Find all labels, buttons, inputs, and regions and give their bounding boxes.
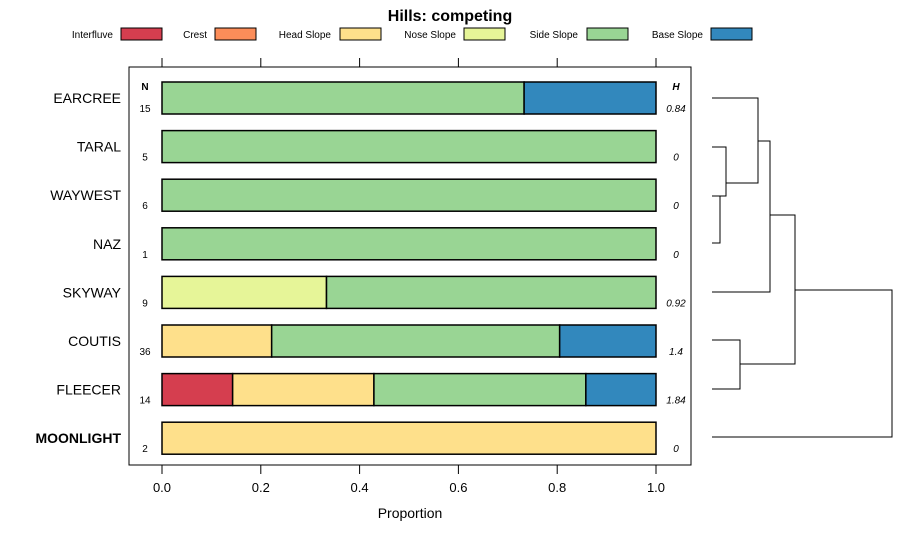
x-tick-label: 0.2 <box>252 480 270 495</box>
x-tick-label: 0.6 <box>449 480 467 495</box>
row-label-coutis: COUTIS <box>68 333 121 349</box>
n-value-fleecer: 14 <box>139 396 151 407</box>
n-value-naz: 1 <box>142 250 148 261</box>
row-label-naz: NAZ <box>93 236 121 252</box>
bar-skyway-nose-slope <box>161 275 328 310</box>
h-value-earcree: 0.84 <box>666 104 686 115</box>
legend-swatch-head-slope <box>339 27 382 41</box>
bar-coutis-head-slope <box>161 324 273 358</box>
bar-earcree-base-slope <box>523 81 657 115</box>
x-tick-label: 0.8 <box>548 480 566 495</box>
bars-group: EARCREE 15 0.84 TARAL 5 0 WAYWEST 6 0 NAZ 1 0 SKYWAY… <box>35 81 686 455</box>
dendrogram-link-coutis-fleecer <box>712 339 741 390</box>
legend-label-nose-slope: Nose Slope <box>404 30 456 41</box>
row-label-taral: TARAL <box>77 139 121 155</box>
n-value-waywest: 6 <box>142 201 148 212</box>
row-label-fleecer: FLEECER <box>56 382 121 398</box>
dendrogram-link-main <box>740 214 796 365</box>
legend: Interfluve Crest Head Slope Nose Slope Side … <box>72 27 753 41</box>
n-value-coutis: 36 <box>139 347 151 358</box>
row-label-earcree: EARCREE <box>53 90 121 106</box>
h-value-moonlight: 0 <box>673 444 679 455</box>
legend-label-head-slope: Head Slope <box>279 30 332 41</box>
h-header: H <box>672 82 680 93</box>
bar-naz-side-slope <box>161 227 657 261</box>
x-axis: 0.0 0.2 0.4 0.6 0.8 1.0 <box>153 58 665 495</box>
bar-fleecer-interfluve <box>161 372 234 407</box>
chart-title: Hills: competing <box>388 8 512 25</box>
dendrogram-link-moonlight <box>712 289 893 438</box>
h-value-coutis: 1.4 <box>669 347 683 358</box>
h-value-waywest: 0 <box>673 201 679 212</box>
legend-swatch-interfluve <box>120 27 163 41</box>
dendrogram-link-taral-waywest-naz <box>712 146 727 197</box>
legend-label-interfluve: Interfluve <box>72 30 114 41</box>
legend-label-crest: Crest <box>183 30 207 41</box>
x-tick-label: 0.0 <box>153 480 171 495</box>
bar-earcree-side-slope <box>161 81 525 115</box>
legend-label-side-slope: Side Slope <box>530 30 579 41</box>
x-tick-label: 1.0 <box>647 480 665 495</box>
legend-swatch-side-slope <box>586 27 629 41</box>
bar-fleecer-side-slope <box>373 372 587 407</box>
n-value-moonlight: 2 <box>142 444 148 455</box>
plot-frame <box>128 66 692 466</box>
row-label-moonlight: MOONLIGHT <box>35 430 121 446</box>
bar-skyway-side-slope <box>325 275 657 310</box>
legend-swatch-base-slope <box>710 27 753 41</box>
x-tick-label: 0.4 <box>351 480 369 495</box>
bar-waywest-side-slope <box>161 178 657 212</box>
dendrogram-link-waywest-naz <box>712 195 721 244</box>
row-label-waywest: WAYWEST <box>50 187 121 203</box>
dendrogram-link-earcree-group <box>712 97 759 184</box>
bar-coutis-side-slope <box>270 324 561 358</box>
legend-label-base-slope: Base Slope <box>652 30 704 41</box>
n-header: N <box>141 82 148 93</box>
n-value-earcree: 15 <box>139 104 151 115</box>
n-value-taral: 5 <box>142 153 148 164</box>
h-value-fleecer: 1.84 <box>666 396 686 407</box>
bar-moonlight-head-slope <box>161 421 657 455</box>
plot-panel: N H EARCREE 15 0.84 TARAL 5 0 WAYWEST 6 0 NAZ 1 0 SK… <box>35 58 692 495</box>
row-label-skyway: SKYWAY <box>63 284 122 300</box>
dendrogram <box>712 97 893 438</box>
h-value-taral: 0 <box>673 153 679 164</box>
bar-taral-side-slope <box>161 129 657 164</box>
h-value-skyway: 0.92 <box>666 298 686 309</box>
n-value-skyway: 9 <box>142 298 148 309</box>
legend-swatch-crest <box>214 27 257 41</box>
bar-fleecer-base-slope <box>585 372 657 407</box>
dendrogram-link-skyway <box>712 140 771 293</box>
bar-coutis-base-slope <box>558 324 657 358</box>
x-axis-title: Proportion <box>378 505 443 521</box>
h-value-naz: 0 <box>673 250 679 261</box>
bar-fleecer-head-slope <box>231 372 375 407</box>
legend-swatch-nose-slope <box>463 27 506 41</box>
